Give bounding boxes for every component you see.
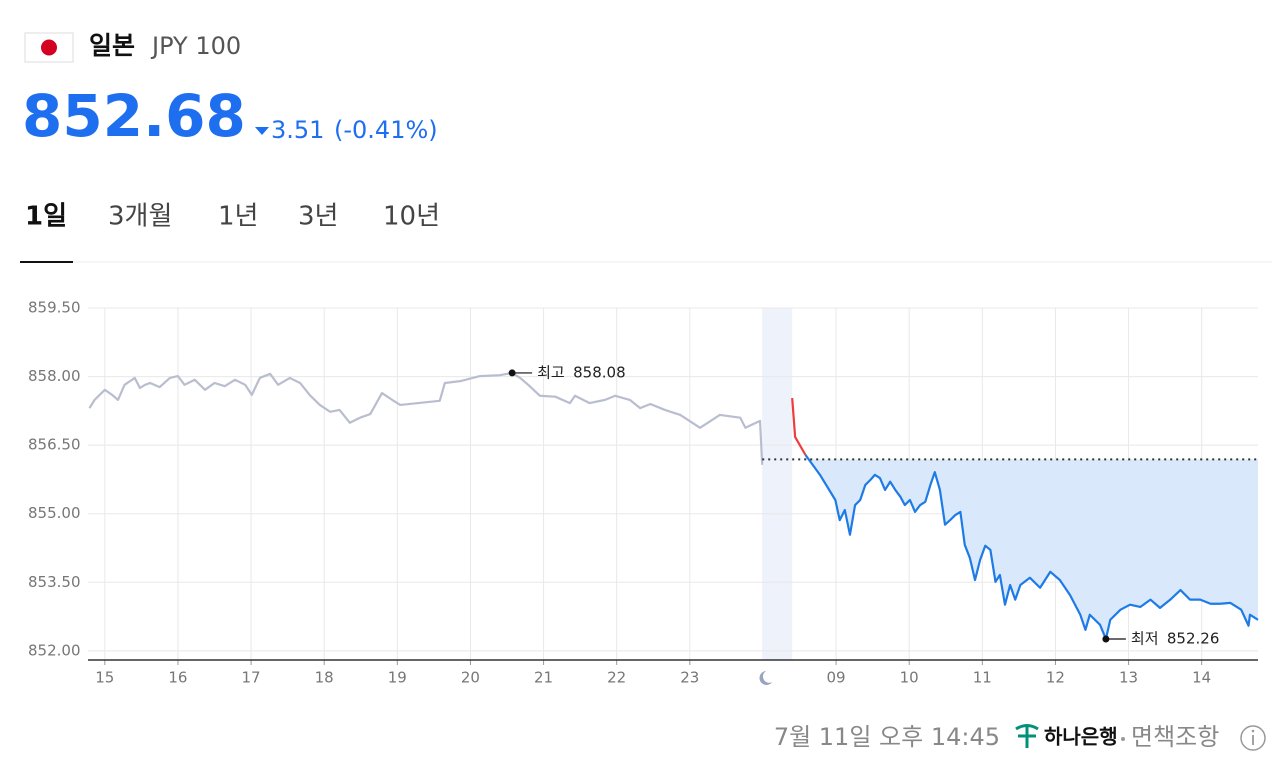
- tab[interactable]: 1년: [218, 202, 258, 232]
- annotation-label: 최저: [1131, 629, 1159, 647]
- y-tick-label: 858.00: [28, 367, 81, 385]
- y-tick-label: 852.00: [28, 641, 81, 659]
- tab[interactable]: 3개월: [108, 202, 172, 232]
- disclaimer[interactable]: 면책조항: [1131, 723, 1219, 751]
- annotation-value: 852.26: [1167, 629, 1220, 647]
- change: 3.51: [271, 116, 324, 144]
- y-tick-label: 856.50: [28, 436, 81, 454]
- moon-icon: [759, 671, 773, 685]
- x-tick-label: 19: [388, 669, 407, 687]
- x-tick-label: 22: [607, 669, 626, 687]
- chart: 852.00 853.50 855.00 856.50 858.00 859.50 15 16…: [28, 299, 1259, 687]
- x-tick-label: 17: [242, 669, 261, 687]
- area-fill: [805, 454, 1258, 639]
- provider: 하나은행: [1044, 725, 1118, 749]
- price: 852.68: [22, 82, 246, 150]
- y-tick-label: 859.50: [28, 299, 81, 317]
- tab[interactable]: 1일: [25, 202, 67, 232]
- price-line: [804, 454, 1259, 641]
- tab[interactable]: 10년: [383, 202, 440, 232]
- annotation-label: 최고: [537, 363, 565, 381]
- x-tick-label: 11: [973, 669, 992, 687]
- currency: JPY 100: [150, 32, 241, 60]
- x-tick-label: 15: [95, 669, 114, 687]
- x-tick-label: 13: [1119, 669, 1138, 687]
- tabs: 1일 3개월 1년 3년 10년: [25, 202, 440, 232]
- x-tick-label: 10: [900, 669, 919, 687]
- night-band: [762, 308, 793, 660]
- x-tick-label: 09: [827, 669, 846, 687]
- flag-sun: [41, 39, 57, 56]
- x-tick-label: 16: [168, 669, 187, 687]
- x-tick-label: 12: [1046, 669, 1065, 687]
- x-tick-label: 23: [680, 669, 699, 687]
- bank-logo: [1015, 724, 1039, 748]
- down-arrow: [255, 127, 269, 135]
- separator: [1121, 737, 1125, 741]
- country: 일본: [89, 31, 135, 60]
- timestamp: 7월 11일 오후 14:45: [774, 723, 1000, 751]
- change-pct: (-0.41%): [334, 116, 438, 144]
- price-line: [88, 371, 764, 465]
- y-tick-label: 855.00: [28, 504, 81, 522]
- x-tick-label: 14: [1192, 669, 1211, 687]
- price-line: [791, 397, 807, 456]
- y-tick-label: 853.50: [28, 573, 81, 591]
- x-tick-label: 21: [534, 669, 553, 687]
- x-tick-label: 18: [315, 669, 334, 687]
- x-tick-label: 20: [461, 669, 480, 687]
- annotation-value: 858.08: [573, 363, 626, 381]
- info-icon[interactable]: [1240, 725, 1266, 751]
- tab[interactable]: 3년: [298, 202, 338, 232]
